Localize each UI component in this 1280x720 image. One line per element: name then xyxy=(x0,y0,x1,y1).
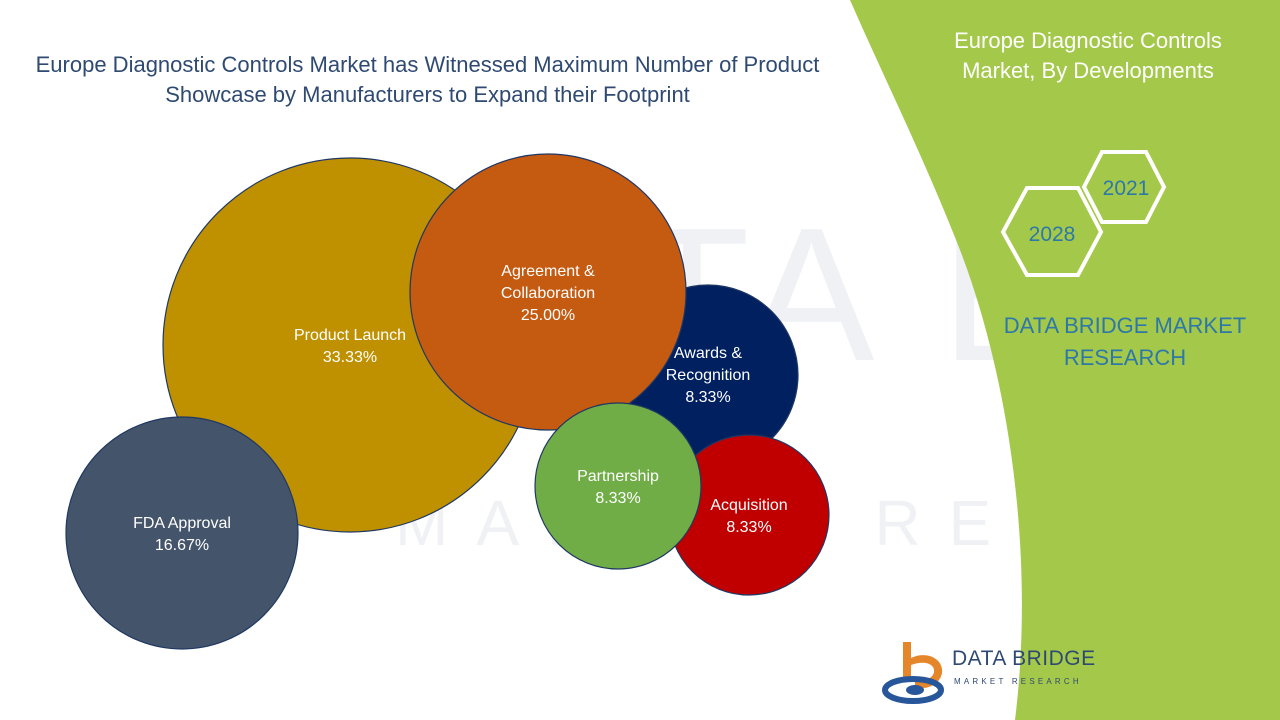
bubble-value-product-launch: 33.33% xyxy=(323,349,377,366)
logo-dot-icon xyxy=(906,685,924,695)
bubble-label-partnership: Partnership xyxy=(577,468,659,485)
hexagon-year-2021 xyxy=(1081,150,1167,224)
bubble-value-partnership: 8.33% xyxy=(595,490,640,507)
bubble-value-acquisition: 8.33% xyxy=(726,519,771,536)
bubble-agreement-and-collaboration xyxy=(409,153,687,431)
bubble-value-agreement-and-collaboration: 25.00% xyxy=(521,307,575,324)
logo-swoosh-icon xyxy=(882,676,944,704)
bubble-label-agreement-and-collaboration: Collaboration xyxy=(501,285,595,302)
year-label-2028: 2028 xyxy=(1029,223,1076,246)
logo-subtitle: MARKET RESEARCH xyxy=(954,677,1082,686)
bubble-label-product-launch: Product Launch xyxy=(294,327,406,344)
chart-title: Europe Diagnostic Controls Market has Wi… xyxy=(35,52,820,107)
bubble-partnership xyxy=(534,402,702,570)
logo-mark xyxy=(882,642,944,704)
bubble-value-fda-approval: 16.67% xyxy=(155,537,209,554)
year-label-2021: 2021 xyxy=(1103,177,1150,200)
side-panel-title: Europe Diagnostic Controls Market, By De… xyxy=(954,28,1222,83)
hexagon-year-2028 xyxy=(1000,186,1104,277)
green-side-panel xyxy=(850,0,1280,720)
bubble-value-awards-and-recognition: 8.33% xyxy=(685,389,730,406)
brand-text: DATA BRIDGE MARKET RESEARCH xyxy=(1003,313,1247,370)
bubble-label-fda-approval: FDA Approval xyxy=(133,515,231,532)
bubble-fda-approval xyxy=(65,416,299,650)
bubble-label-awards-and-recognition: Awards & xyxy=(674,345,743,362)
bubble-chart: Product Launch 33.33% FDA Approval 16.67% Aw… xyxy=(65,153,830,650)
bubble-label-agreement-and-collaboration: Agreement & xyxy=(501,263,595,280)
bubble-label-awards-and-recognition: Recognition xyxy=(666,367,751,384)
bubble-label-acquisition: Acquisition xyxy=(710,497,787,514)
logo-name: DATA BRIDGE xyxy=(952,647,1096,670)
logo-bar-icon xyxy=(903,642,911,678)
